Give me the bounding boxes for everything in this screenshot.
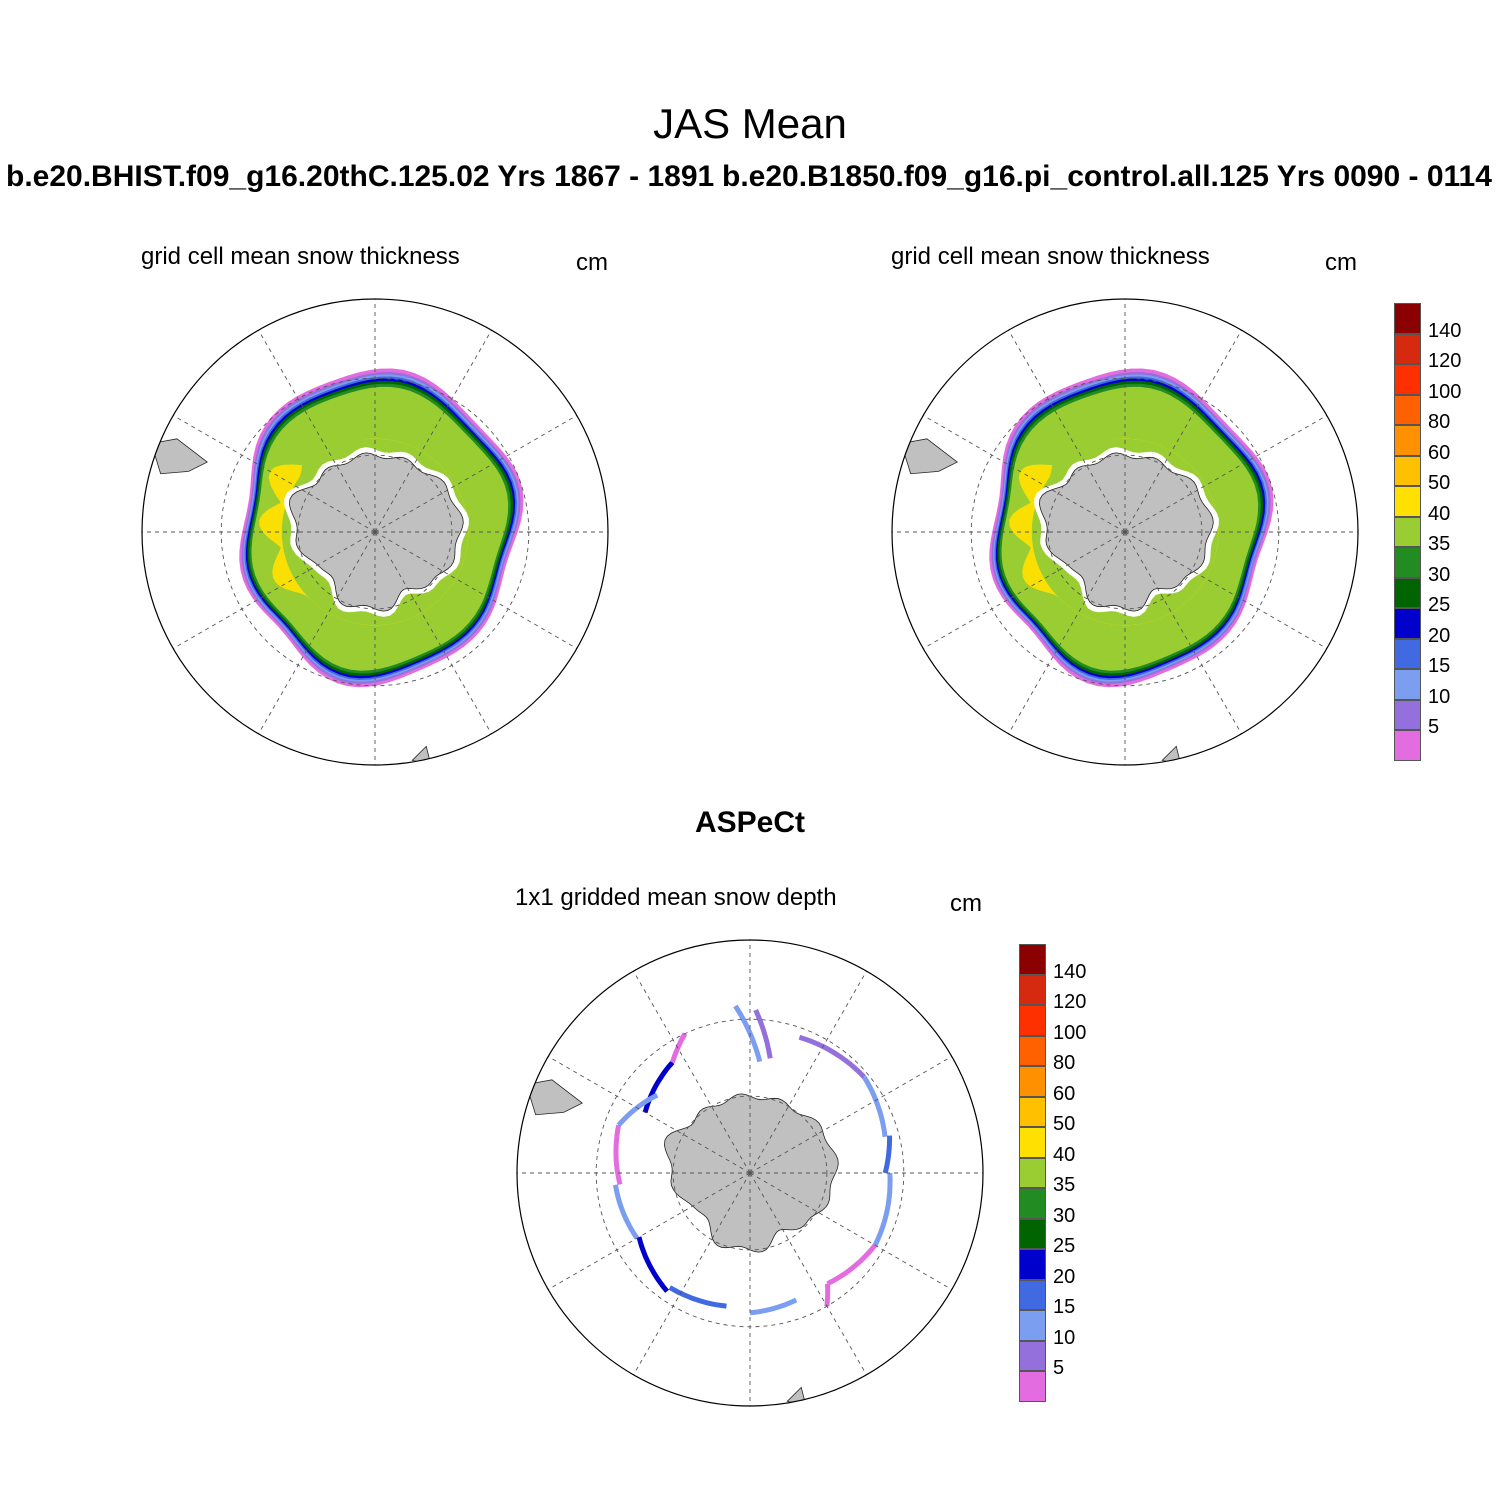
colorbar-tick-label: 15 [1428, 655, 1451, 677]
colorbar-cell [1394, 699, 1421, 730]
colorbar-cell [1394, 333, 1421, 364]
colorbar-tick-label: 5 [1428, 716, 1440, 738]
colorbar-cell [1394, 455, 1421, 486]
colorbar-cell [1019, 1340, 1046, 1371]
colorbar-cell [1019, 1371, 1046, 1402]
colorbar-cell [1394, 669, 1421, 700]
colorbar-cell [1019, 1310, 1046, 1341]
colorbar-tick-label: 35 [1428, 533, 1451, 555]
colorbar-cell [1019, 944, 1046, 975]
colorbar-cell [1394, 425, 1421, 456]
colorbar-cell [1019, 974, 1046, 1005]
colorbar-tick-label: 20 [1053, 1265, 1076, 1288]
right-variable-label: grid cell mean snow thickness [891, 243, 1210, 270]
colorbar-tick-label: 120 [1053, 991, 1087, 1013]
colorbar-tick-label: 10 [1053, 1326, 1076, 1349]
right-units-label: cm [1325, 249, 1357, 276]
colorbar-cell [1394, 516, 1421, 547]
colorbar-cell [1394, 730, 1421, 761]
colorbar-tick-label: 140 [1428, 319, 1462, 342]
left-units-label: cm [576, 249, 608, 276]
colorbar-cell [1019, 1249, 1046, 1280]
colorbar-tick-label: 100 [1053, 1021, 1087, 1044]
colorbar-tick-label: 60 [1053, 1082, 1076, 1105]
colorbar-cell [1394, 486, 1421, 517]
colorbar-cell [1394, 547, 1421, 578]
colorbar-cell [1394, 608, 1421, 639]
colorbar-cell [1394, 364, 1421, 395]
colorbar-tick-label: 30 [1053, 1204, 1076, 1227]
colorbar-tick-label: 30 [1428, 563, 1451, 586]
obs-title: ASPeCt [694, 806, 806, 839]
colorbar-tick-label: 120 [1428, 350, 1462, 372]
colorbar-tick-label: 20 [1428, 624, 1451, 647]
figure-title: JAS Mean [653, 100, 847, 147]
colorbar-cell [1019, 1157, 1046, 1188]
left-variable-label: grid cell mean snow thickness [141, 243, 460, 270]
colorbar-tick-label: 100 [1428, 380, 1462, 403]
colorbar-cell [1394, 303, 1421, 334]
colorbar-cell [1019, 1096, 1046, 1127]
colorbar-cell [1394, 394, 1421, 425]
colorbar-tick-label: 50 [1053, 1113, 1076, 1135]
colorbar-cell [1019, 1127, 1046, 1158]
colorbar-cell [1019, 1066, 1046, 1097]
colorbar-tick-label: 140 [1053, 960, 1087, 983]
colorbar-cell [1394, 577, 1421, 608]
obs-units-label: cm [950, 890, 982, 917]
colorbar-cell [1019, 1218, 1046, 1249]
right-case-title: b.e20.B1850.f09_g16.pi_control.all.125 Y… [722, 160, 1492, 193]
colorbar-tick-label: 25 [1053, 1235, 1076, 1257]
left-case-title: b.e20.BHIST.f09_g16.20thC.125.02 Yrs 186… [6, 160, 715, 193]
colorbar-tick-label: 80 [1428, 411, 1451, 433]
colorbar-tick-label: 60 [1428, 441, 1451, 464]
colorbar-cell [1019, 1188, 1046, 1219]
colorbar-tick-label: 35 [1053, 1174, 1076, 1196]
colorbar-tick-label: 25 [1428, 594, 1451, 616]
obs-variable-label: 1x1 gridded mean snow depth [515, 884, 837, 911]
colorbar-tick-label: 40 [1428, 502, 1451, 525]
colorbar-tick-label: 80 [1053, 1052, 1076, 1074]
colorbar-cell [1019, 1005, 1046, 1036]
colorbar-tick-label: 15 [1053, 1296, 1076, 1318]
colorbar-cell [1019, 1279, 1046, 1310]
colorbar-tick-label: 40 [1053, 1143, 1076, 1166]
colorbar-tick-label: 10 [1428, 685, 1451, 708]
colorbar-cell [1019, 1035, 1046, 1066]
colorbar-cell [1394, 638, 1421, 669]
colorbar-tick-label: 50 [1428, 472, 1451, 494]
colorbar-tick-label: 5 [1053, 1357, 1065, 1379]
